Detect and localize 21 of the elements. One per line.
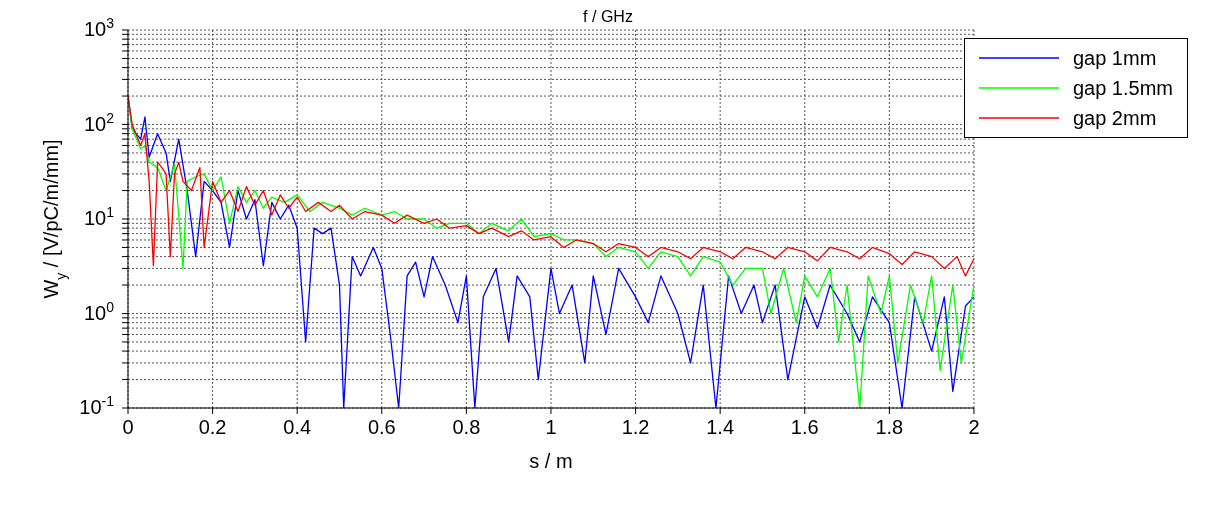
x-tick-label: 1.2 [621, 416, 650, 438]
x-tick-label: 2 [968, 416, 980, 438]
y-tick-label: 10$^{1}$ [83, 204, 115, 229]
x-axis-title: s / m [529, 450, 573, 472]
legend-label: gap 2mm [1072, 106, 1157, 130]
x-tick-label: 0.2 [198, 416, 227, 438]
y-tick-label: 10$^{2}$ [83, 109, 115, 135]
legend-label: gap 1mm [1072, 46, 1157, 70]
legend-label: gap 1.5mm [1072, 76, 1173, 100]
text: f / GHz [583, 8, 633, 26]
x-tick-label: 0.4 [283, 416, 312, 438]
x-tick-label: 1 [545, 416, 557, 438]
y-tick-label: 10$^{3}$ [83, 15, 115, 40]
y-tick-label: 10$^{0}$ [83, 298, 115, 324]
x-tick-label: 0.6 [367, 416, 396, 438]
x-tick-label: 1.6 [790, 416, 819, 438]
x-tick-label: 0.8 [452, 416, 481, 438]
x-tick-label: 1.4 [706, 416, 735, 438]
y-tick-label: 10$^{-1}$ [79, 393, 115, 418]
x-tick-label: 0 [122, 416, 134, 438]
x-tick-label: 1.8 [875, 416, 904, 438]
